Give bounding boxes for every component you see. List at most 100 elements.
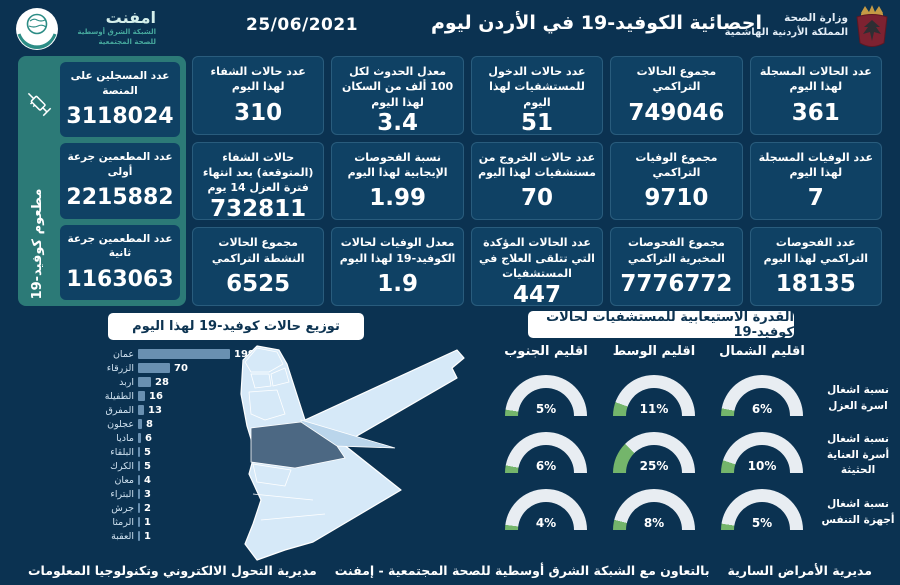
bar-row: ماديا 6 bbox=[84, 431, 299, 445]
gauge-cell: 11% bbox=[600, 370, 708, 427]
bar-value-label: 2 bbox=[144, 502, 151, 514]
gauge: 25% bbox=[613, 432, 695, 473]
stat-card-label: معدل الحدوث لكل 100 ألف من السكان لهذا ا… bbox=[341, 65, 454, 109]
bar-value-label: 6 bbox=[145, 432, 152, 444]
stat-column: مجموع الحالات التراكمي 749046 مجموع الوفيا… bbox=[610, 56, 743, 307]
stat-card-label: معدل الوفيات لحالات الكوفيد-19 لهذا اليو… bbox=[339, 236, 456, 265]
gauge-percent-label: 5% bbox=[751, 516, 773, 530]
footer-center: بالتعاون مع الشبكة الشرق أوسطية للصحة ال… bbox=[334, 563, 710, 578]
bar-row: المفرق 13 bbox=[84, 403, 299, 417]
bar-row: العقبة 1 bbox=[84, 529, 299, 543]
gauge-column-header: اقليم الوسط bbox=[612, 344, 696, 359]
bar bbox=[138, 531, 140, 541]
stat-card: معدل الوفيات لحالات الكوفيد-19 لهذا اليو… bbox=[331, 227, 464, 307]
stat-card-value: 310 bbox=[234, 99, 283, 126]
hospital-capacity-gauges: اقليم الجنوب اقليم الوسط اقليم الشمال 5% 11%… bbox=[492, 344, 900, 541]
gauge-percent-label: 10% bbox=[747, 459, 777, 473]
stat-card-label: عدد المطعمين جرعة أولى bbox=[67, 151, 173, 179]
ministry-name: وزارة الصحة bbox=[784, 12, 848, 24]
gauge: 10% bbox=[721, 432, 803, 473]
gauge-cell: 5% bbox=[492, 370, 600, 427]
gauge-cell: 6% bbox=[492, 427, 600, 484]
stat-card: عدد الحالات المؤكدة التي تتلقى العلاج في… bbox=[470, 227, 604, 307]
stat-card: مجموع الحالات التراكمي 749046 bbox=[610, 56, 743, 135]
bar bbox=[138, 461, 140, 471]
vaccination-panel: مطعوم كوفيد-19 عدد المسجلين على المنصة 31… bbox=[18, 56, 186, 306]
stat-card-label: عدد حالات الدخول للمستشفيات لهذا اليوم bbox=[488, 65, 586, 109]
gauge: 5% bbox=[505, 375, 587, 416]
vaccine-stat-card: عدد المطعمين جرعة ثانية 1163063 bbox=[60, 224, 180, 300]
stat-card: عدد الفحوصات التراكمي لهذا اليوم 18135 bbox=[749, 227, 882, 307]
stat-card-value: 3.4 bbox=[377, 110, 418, 135]
bar-row: الكرك 5 bbox=[84, 459, 299, 473]
gauge-percent-label: 4% bbox=[535, 516, 557, 530]
stat-card-value: 6525 bbox=[226, 271, 291, 298]
gauge: 4% bbox=[505, 489, 587, 530]
map-country-outline bbox=[240, 345, 465, 561]
vaccine-stat-card: عدد المسجلين على المنصة 3118024 bbox=[60, 62, 180, 138]
gauge-percent-label: 6% bbox=[751, 402, 773, 416]
bar-category-label: عجلون bbox=[107, 418, 134, 430]
bar-category-label: معان bbox=[114, 474, 134, 486]
stat-card-label: مجموع الفحوصات المخبرية التراكمي bbox=[627, 236, 725, 265]
stat-card-label: مجموع الحالات النشطة التراكمي bbox=[211, 236, 305, 265]
stat-card-label: عدد المطعمين جرعة ثانية bbox=[67, 232, 173, 260]
bar-value-label: 13 bbox=[148, 404, 162, 416]
gauge-column-header: اقليم الجنوب bbox=[504, 344, 588, 359]
bar-row: اربد 28 bbox=[84, 375, 299, 389]
stat-card-label: عدد المسجلين على المنصة bbox=[70, 70, 170, 97]
stat-card-value: 7776772 bbox=[620, 271, 733, 298]
distribution-chart-title: توزيع حالات كوفيد-19 لهذا اليوم bbox=[108, 313, 364, 340]
jordan-coat-of-arms bbox=[856, 5, 888, 47]
bar-value-label: 4 bbox=[144, 474, 151, 486]
bar-value-label: 28 bbox=[155, 376, 169, 388]
footer-right: مديرية الأمراض السارية bbox=[727, 563, 872, 578]
stat-card-value: 447 bbox=[512, 281, 561, 307]
bar bbox=[138, 349, 230, 359]
bar-row: عمان 199 bbox=[84, 347, 299, 361]
bar-category-label: جرش bbox=[111, 502, 134, 514]
stat-card-value: 70 bbox=[520, 185, 553, 212]
stat-card: مجموع الحالات النشطة التراكمي 6525 bbox=[191, 227, 325, 307]
stat-card: مجموع الفحوصات المخبرية التراكمي 7776772 bbox=[610, 227, 743, 307]
bar-value-label: 3 bbox=[144, 488, 151, 500]
gauge: 5% bbox=[721, 489, 803, 530]
gauge-cell: 25% bbox=[600, 427, 708, 484]
bar-value-label: 199 bbox=[234, 348, 255, 360]
bar-row: معان 4 bbox=[84, 473, 299, 487]
bar bbox=[138, 419, 142, 429]
stat-column: عدد حالات الشفاء لهذا اليوم 310 حالات الشف… bbox=[191, 56, 325, 307]
bar-value-label: 1 bbox=[144, 530, 151, 542]
stat-card-value: 1.99 bbox=[369, 185, 426, 212]
gauge-cell: 5% bbox=[708, 484, 816, 541]
bar bbox=[138, 447, 140, 457]
bar-row: الطفيلة 16 bbox=[84, 389, 299, 403]
bar-row: عجلون 8 bbox=[84, 417, 299, 431]
stat-card: عدد الحالات المسجلة لهذا اليوم 361 bbox=[749, 56, 882, 135]
gauge-column-header: اقليم الشمال bbox=[719, 344, 805, 359]
stat-card-value: 732811 bbox=[210, 195, 307, 221]
jordan-map bbox=[205, 334, 485, 566]
gauge: 6% bbox=[721, 375, 803, 416]
bar-value-label: 70 bbox=[174, 362, 188, 374]
stat-card: حالات الشفاء (المتوقعة) بعد انتهاء فترة … bbox=[191, 141, 325, 221]
stat-card-value: 1.9 bbox=[377, 271, 418, 298]
org-text-block: امفنت الشبكة الشرق أوسطية للصحة المجتمعي… bbox=[64, 9, 156, 47]
bar-category-label: ماديا bbox=[116, 432, 134, 444]
bar-row: الرمثا 1 bbox=[84, 515, 299, 529]
bar bbox=[138, 433, 141, 443]
bar-category-label: البلقاء bbox=[110, 446, 134, 458]
stat-card: عدد الوفيات المسجلة لهذا اليوم 7 bbox=[749, 141, 882, 221]
stat-card-value: 361 bbox=[791, 99, 840, 126]
stat-card-label: عدد الحالات المؤكدة التي تتلقى العلاج في… bbox=[479, 236, 595, 281]
stat-card: عدد حالات الخروج من مستشفيات لهذا اليوم 7… bbox=[470, 141, 604, 221]
gauge-row-label: نسبة اشغال أجهزة التنفس bbox=[821, 497, 895, 526]
bar bbox=[138, 363, 170, 373]
bar-category-label: الكرك bbox=[110, 460, 134, 472]
footer: مديرية التحول الالكتروني وتكنولوجيا المع… bbox=[0, 563, 900, 578]
stat-card-value: 51 bbox=[520, 110, 553, 135]
covid-stats-grid: عدد الحالات المسجلة لهذا اليوم 361 عدد الو… bbox=[191, 56, 882, 307]
bar bbox=[138, 517, 140, 527]
bar-row: جرش 2 bbox=[84, 501, 299, 515]
bar-value-label: 5 bbox=[144, 460, 151, 472]
